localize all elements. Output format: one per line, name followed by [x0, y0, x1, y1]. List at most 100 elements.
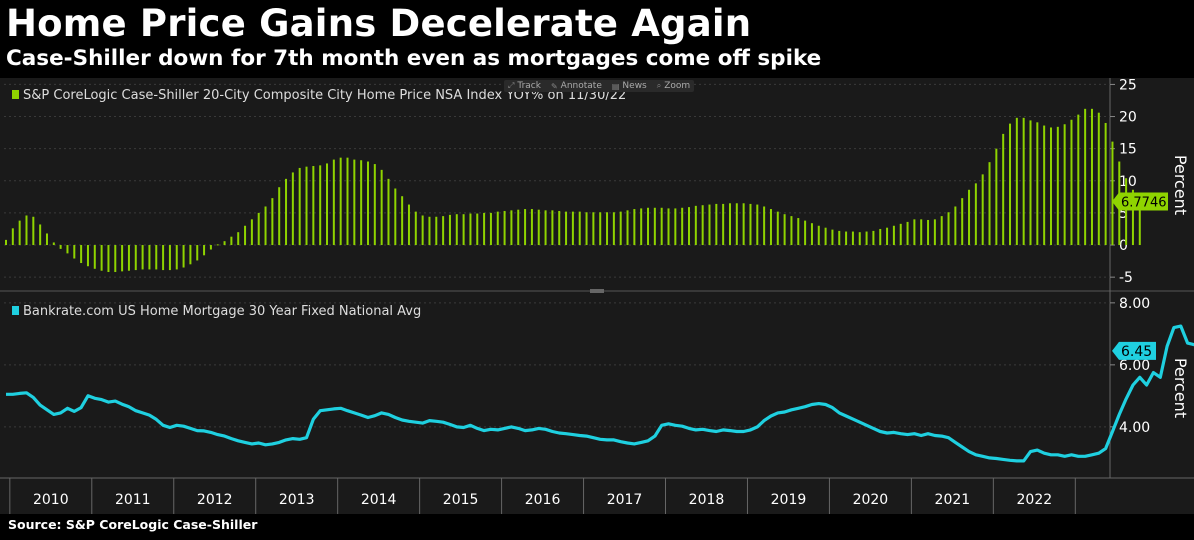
bar: [906, 221, 909, 246]
bar: [1090, 108, 1093, 246]
bar: [421, 215, 424, 246]
bar: [503, 210, 506, 246]
x-tick-label: 2015: [443, 492, 479, 508]
bar: [981, 174, 984, 246]
bar: [681, 207, 684, 246]
bar: [585, 212, 588, 246]
bar: [346, 157, 349, 246]
bar: [216, 244, 219, 246]
bar: [578, 211, 581, 246]
toolbar-track[interactable]: ⤢ Track: [508, 81, 541, 91]
bar: [763, 206, 766, 246]
bar: [25, 215, 28, 246]
y-tick-label-top: 10: [1119, 174, 1137, 190]
page-title: Home Price Gains Decelerate Again: [6, 2, 752, 45]
bar: [1063, 124, 1066, 246]
bar: [483, 212, 486, 246]
bar: [619, 211, 622, 246]
bar: [606, 212, 609, 246]
y-axis-label-bottom: Percent: [1171, 358, 1190, 418]
bar: [237, 232, 240, 246]
legend-label-top: S&P CoreLogic Case-Shiller 20-City Compo…: [23, 88, 626, 103]
bar: [93, 245, 96, 269]
bar: [640, 208, 643, 246]
bar: [1097, 112, 1100, 246]
x-tick-label: 2012: [197, 492, 233, 508]
bar: [660, 207, 663, 246]
source-note: Source: S&P CoreLogic Case-Shiller: [8, 517, 258, 532]
bar: [59, 245, 62, 249]
bar: [968, 189, 971, 246]
bar: [565, 211, 568, 246]
y-tick-label-top: 25: [1119, 78, 1137, 93]
x-tick-label: 2013: [279, 492, 315, 508]
bar: [298, 167, 301, 246]
bar: [927, 219, 930, 246]
toolbar-annotate[interactable]: ✎ Annotate: [550, 81, 602, 91]
bar: [360, 160, 363, 246]
bar: [1009, 123, 1012, 246]
bar: [872, 230, 875, 246]
bar: [407, 204, 410, 246]
bar: [11, 228, 14, 246]
bar: [1104, 122, 1107, 246]
bar: [271, 198, 274, 246]
legend-label-bottom: Bankrate.com US Home Mortgage 30 Year Fi…: [23, 304, 421, 319]
bar: [783, 214, 786, 246]
bar: [633, 209, 636, 246]
bar: [155, 245, 158, 270]
bar: [1138, 201, 1141, 246]
bar: [80, 245, 83, 264]
last-value-label-top: 6.7746: [1121, 196, 1167, 211]
bar: [373, 164, 376, 246]
bar: [510, 210, 513, 246]
bar: [100, 245, 103, 271]
bar: [285, 178, 288, 246]
y-axis-label-top: Percent: [1171, 155, 1190, 215]
x-tick-label: 2020: [853, 492, 889, 508]
bar: [455, 214, 458, 246]
zoom-icon: ⌕: [656, 81, 662, 90]
bar: [107, 245, 110, 273]
bar: [790, 216, 793, 246]
last-value-tag-bottom: [1112, 341, 1156, 360]
bar: [886, 227, 889, 246]
bar: [817, 225, 820, 246]
bar: [476, 213, 479, 246]
toolbar-news[interactable]: ▤ News: [611, 81, 647, 91]
bar: [448, 214, 451, 246]
bar: [524, 209, 527, 246]
bar: [209, 245, 212, 250]
y-tick-label-top: 20: [1119, 110, 1137, 126]
bar: [769, 209, 772, 246]
bar: [1022, 117, 1025, 246]
bar: [5, 239, 7, 246]
x-tick-label: 2018: [689, 492, 725, 508]
toolbar-zoom[interactable]: ⌕ Zoom: [656, 81, 691, 91]
bar: [728, 203, 731, 246]
bar: [52, 242, 55, 246]
bar: [134, 245, 137, 271]
bar: [148, 245, 151, 270]
bar: [667, 208, 670, 246]
bar: [954, 206, 957, 246]
bar: [742, 203, 745, 246]
bar: [168, 245, 171, 271]
y-tick-label-bottom: 6.00: [1119, 358, 1150, 374]
bar: [599, 212, 602, 246]
chart-toolbar: ⤢ Track ✎ Annotate ▤ News ⌕ Zoom: [504, 80, 695, 92]
bar: [517, 209, 520, 246]
bar: [414, 211, 417, 246]
bar: [462, 214, 465, 246]
y-tick-label-bottom: 4.00: [1119, 420, 1150, 436]
x-tick-label: 2016: [525, 492, 561, 508]
bar: [1036, 122, 1039, 246]
chart-area[interactable]: 25 20 15 10 5 0 -5 S&P CoreLogic Case-Shiller 2…: [0, 78, 1194, 514]
bar: [558, 210, 561, 246]
bar: [182, 245, 185, 268]
bar: [974, 183, 977, 246]
bar: [626, 210, 629, 246]
bar: [865, 231, 868, 246]
bar: [18, 220, 21, 246]
